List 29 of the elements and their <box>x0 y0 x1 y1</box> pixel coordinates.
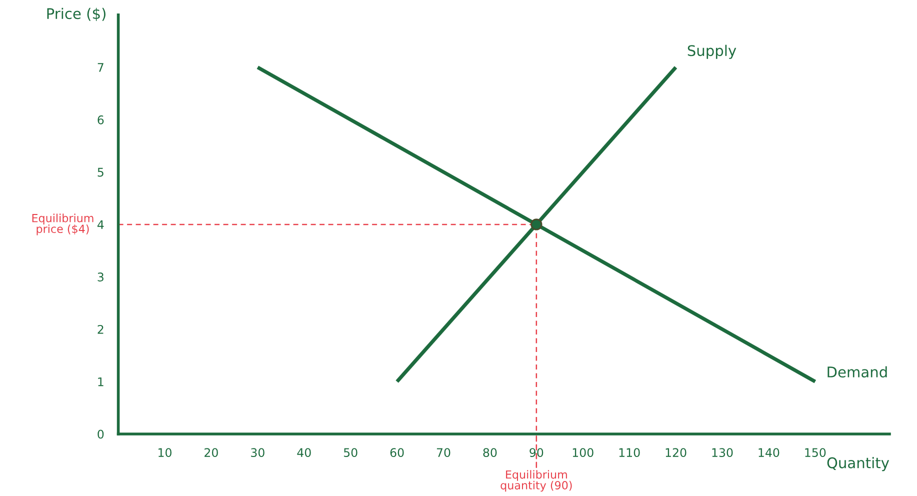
y-axis-title: Price ($) <box>47 8 106 22</box>
x-tick-label: 150 <box>805 448 826 458</box>
x-tick-label: 90 <box>530 448 544 458</box>
series-label: Demand <box>828 366 887 378</box>
x-tick-label: 140 <box>758 448 780 458</box>
x-axis-title: Quantity <box>827 457 890 472</box>
y-tick-label: 3 <box>98 272 104 282</box>
x-tick-label: 40 <box>297 448 311 458</box>
y-tick-label: 4 <box>97 220 104 229</box>
y-tick-label: 0 <box>98 430 104 439</box>
y-tick-label: 7 <box>98 63 104 72</box>
y-tick-label: 1 <box>98 377 104 386</box>
x-tick-label: 80 <box>483 448 497 458</box>
y-tick-label: 5 <box>98 168 104 177</box>
y-tick-label: 2 <box>98 324 104 334</box>
x-tick-label: 100 <box>572 448 594 458</box>
annotation: Equilibrium price ($4) <box>32 214 94 236</box>
x-tick-label: 30 <box>251 448 264 458</box>
x-tick-label: 110 <box>619 448 640 458</box>
x-tick-label: 20 <box>204 448 218 458</box>
x-tick-label: 60 <box>390 448 404 458</box>
series-label: Supply <box>688 44 736 59</box>
y-tick-label: 6 <box>98 115 104 124</box>
x-tick-label: 130 <box>712 448 733 458</box>
x-tick-label: 50 <box>344 448 358 458</box>
x-tick-label: 10 <box>158 448 172 458</box>
x-tick-label: 70 <box>436 448 450 458</box>
x-tick-label: 120 <box>666 448 686 458</box>
annotation: Equilibrium quantity (90) <box>500 470 572 492</box>
